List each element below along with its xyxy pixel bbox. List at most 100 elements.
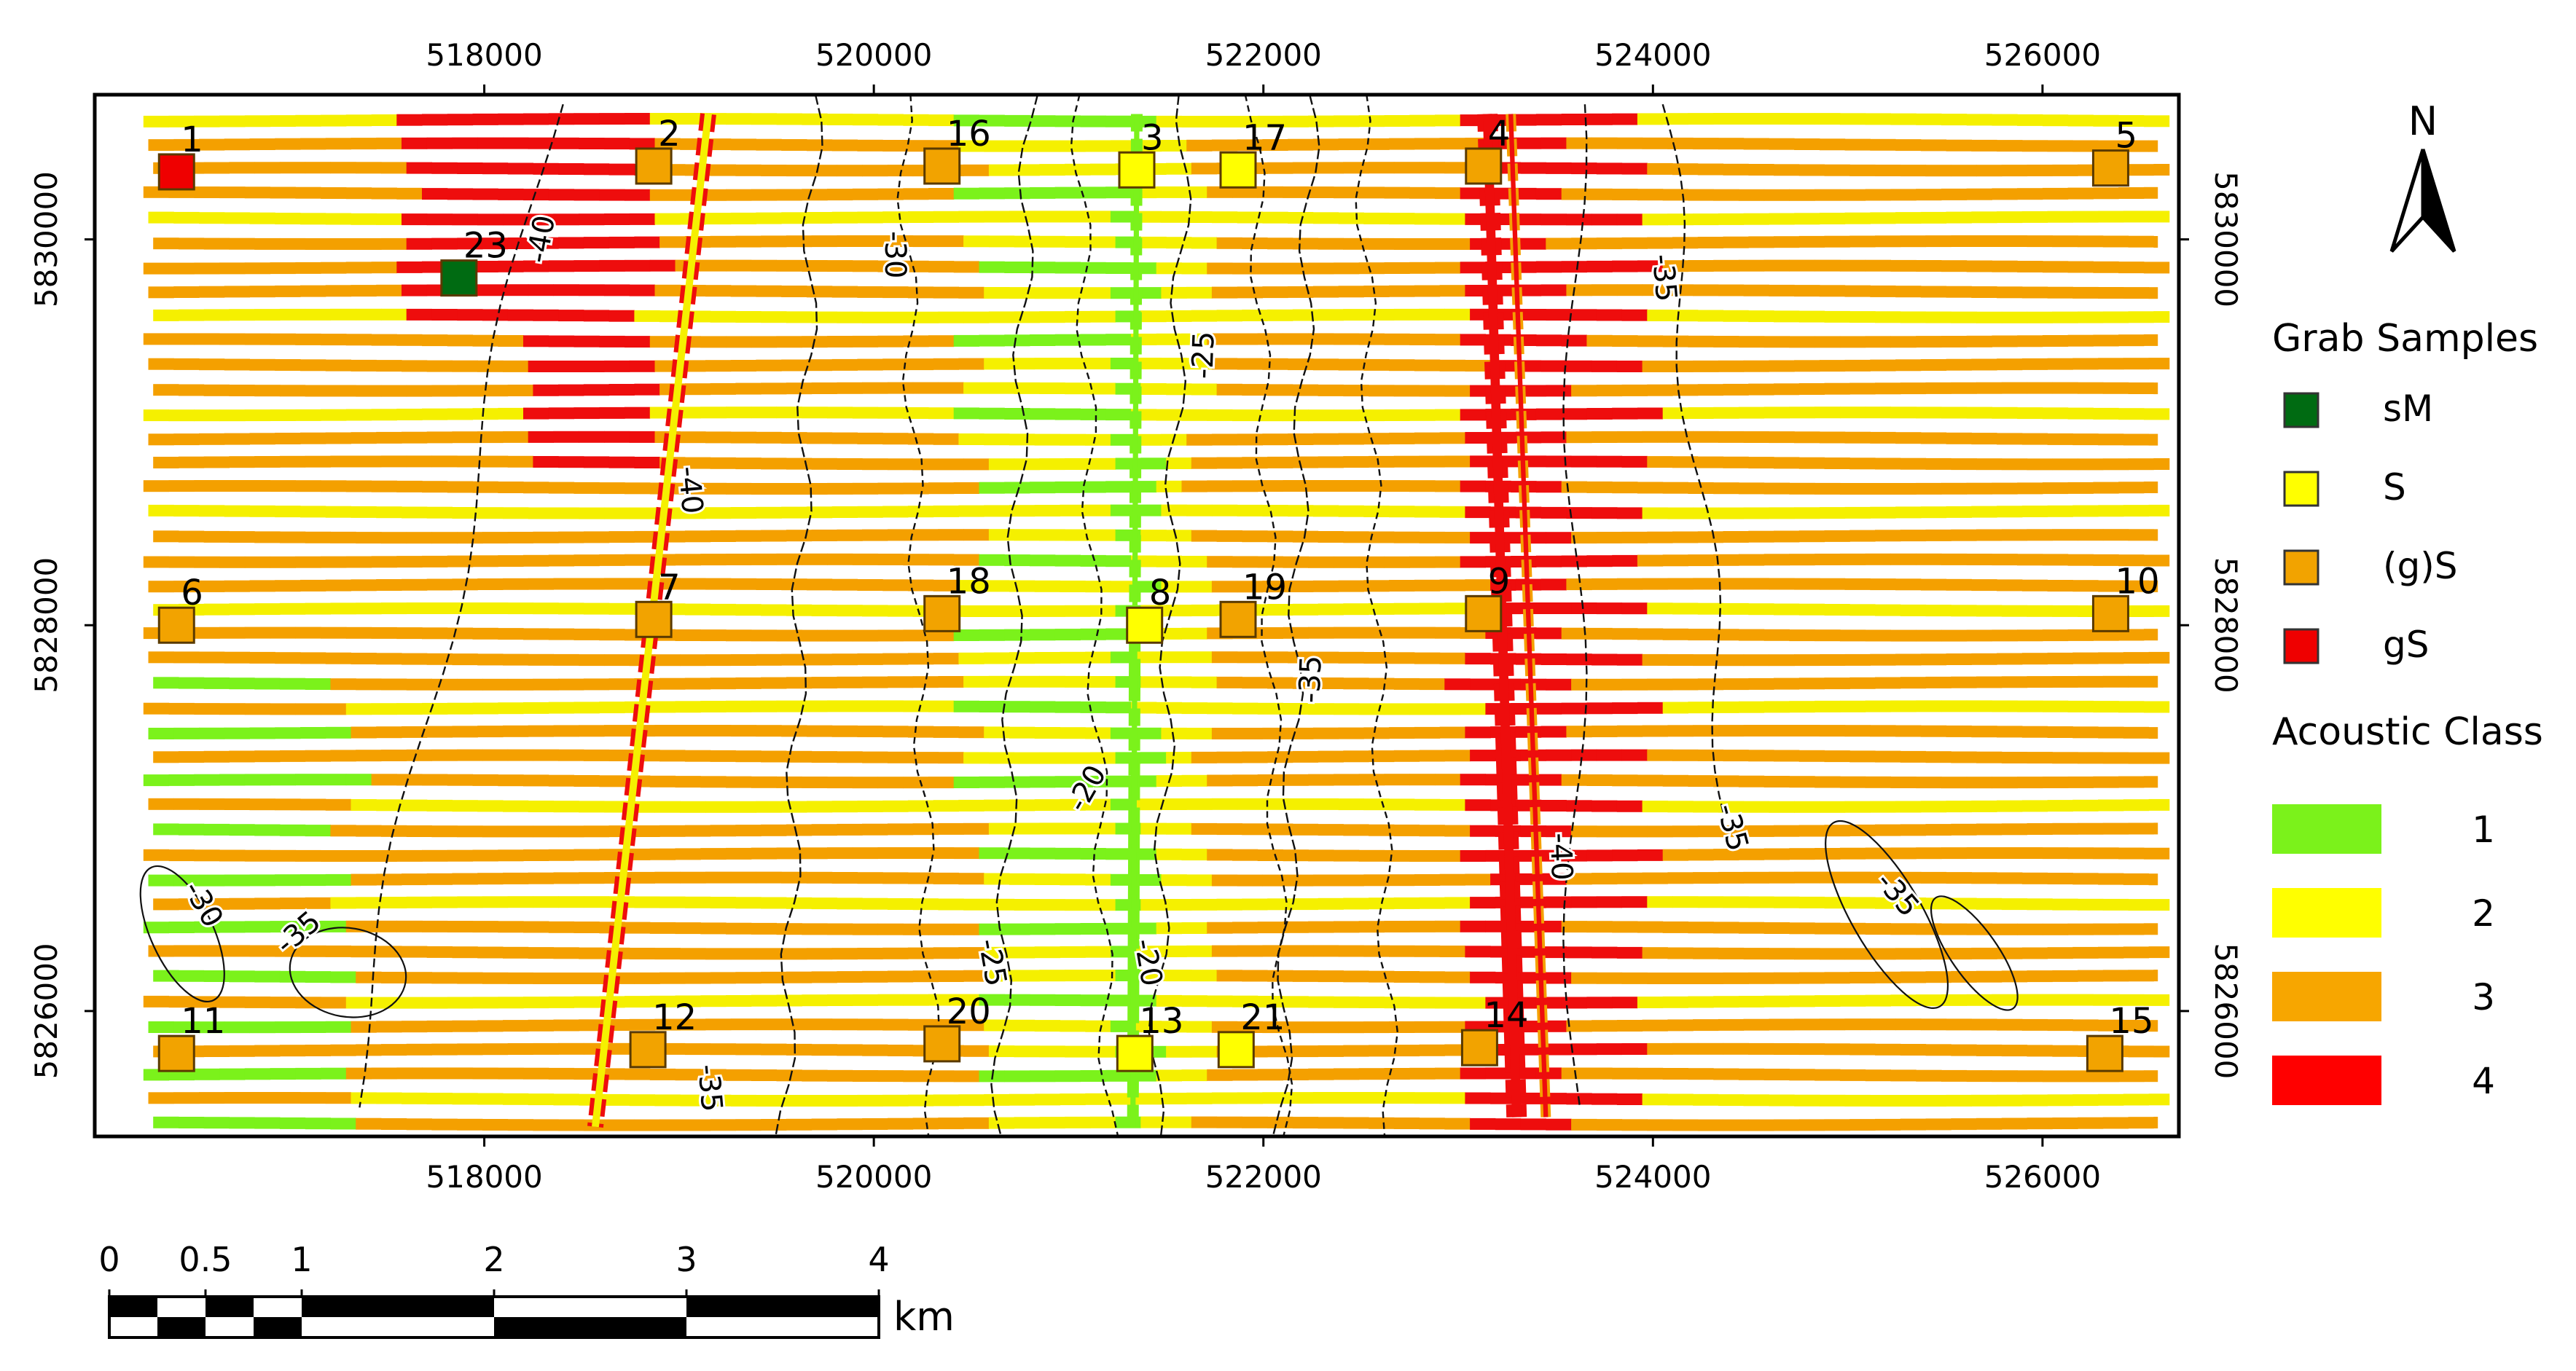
track-segment — [1085, 211, 1111, 223]
track-segment — [1794, 1018, 1820, 1031]
track-segment — [1895, 506, 1922, 519]
track-segment — [1384, 115, 1410, 127]
track-segment — [2042, 994, 2069, 1006]
track-segment — [1718, 360, 1745, 372]
track-segment — [1925, 824, 1951, 836]
track-segment — [979, 407, 1005, 420]
track-segment — [1920, 653, 1947, 666]
track-segment — [548, 335, 575, 347]
track-segment — [1941, 994, 1968, 1006]
track-segment — [1697, 310, 1724, 322]
track-segment — [1384, 703, 1410, 715]
track-segment — [802, 1069, 828, 1082]
track-segment — [1389, 506, 1415, 518]
track-segment — [2017, 114, 2043, 126]
track-segment — [654, 213, 681, 225]
track-segment — [1135, 727, 1162, 739]
track-segment — [776, 923, 802, 935]
track-segment — [1738, 848, 1765, 860]
track-segment — [786, 1043, 813, 1056]
track-segment — [199, 358, 225, 371]
track-segment — [857, 432, 883, 444]
track-segment — [1211, 874, 1238, 887]
track-segment — [371, 850, 397, 862]
track-segment — [1312, 433, 1339, 445]
track-segment — [1571, 1043, 1597, 1056]
track-segment — [1389, 138, 1415, 150]
track-segment — [178, 1117, 205, 1128]
track-segment — [730, 507, 756, 519]
track-segment — [2098, 580, 2124, 592]
track-segment — [953, 482, 979, 494]
track-segment — [558, 825, 584, 838]
track-segment — [279, 1045, 306, 1057]
track-segment — [1343, 1117, 1369, 1129]
track-segment — [1839, 113, 1866, 125]
track-segment — [1409, 334, 1436, 345]
track-segment — [1662, 921, 1688, 933]
track-segment — [1414, 285, 1441, 297]
track-segment — [583, 163, 610, 176]
track-segment — [857, 139, 883, 152]
track-segment — [1384, 921, 1410, 932]
track-segment — [1030, 629, 1056, 641]
track-segment — [1334, 921, 1360, 933]
legend: Grab Samples sMS(g)SgS Acoustic Class 12… — [2272, 317, 2543, 1105]
track-segment — [1814, 113, 1841, 125]
track-segment — [431, 455, 458, 468]
track-segment — [1085, 504, 1111, 516]
track-segment — [457, 309, 483, 321]
track-segment — [1009, 505, 1036, 517]
track-segment — [1181, 556, 1207, 567]
track-segment — [1318, 677, 1344, 689]
track-segment — [599, 702, 625, 714]
track-segment — [1191, 970, 1218, 982]
track-segment — [447, 921, 474, 932]
track-segment — [1920, 1095, 1947, 1107]
track-segment — [1034, 652, 1060, 664]
track-segment — [583, 973, 610, 984]
track-segment — [2021, 947, 2048, 959]
track-segment — [1334, 409, 1360, 422]
track-segment — [1637, 774, 1664, 787]
track-segment — [482, 1043, 509, 1056]
track-segment — [903, 482, 929, 495]
track-segment — [199, 212, 225, 224]
track-segment — [1774, 750, 1800, 762]
track-segment — [2027, 529, 2053, 541]
track-segment — [1621, 309, 1648, 321]
track-segment — [351, 579, 377, 592]
track-segment — [1920, 211, 1947, 224]
track-segment — [1186, 651, 1213, 664]
track-segment — [1460, 997, 1486, 1009]
track-segment — [1105, 334, 1132, 346]
track-segment — [2072, 211, 2099, 223]
track-segment — [1667, 654, 1694, 666]
track-segment — [933, 947, 959, 959]
track-segment — [1384, 997, 1410, 1009]
track-segment — [1561, 261, 1587, 273]
track-segment — [988, 752, 1015, 764]
track-segment — [579, 725, 605, 737]
track-segment — [1257, 186, 1283, 198]
track-segment — [2128, 822, 2154, 835]
track-segment — [903, 777, 929, 789]
track-segment — [2102, 970, 2129, 982]
track-segment — [168, 262, 195, 275]
track-segment — [802, 483, 828, 495]
track-segment — [219, 921, 246, 933]
track-segment — [1925, 235, 1951, 248]
track-segment — [583, 749, 610, 761]
track-segment — [2042, 700, 2069, 712]
track-segment — [1308, 186, 1334, 198]
track-segment — [279, 455, 306, 468]
track-segment — [1916, 923, 1942, 935]
track-segment — [806, 1018, 833, 1031]
track-segment — [933, 1094, 959, 1107]
track-segment — [1343, 1045, 1369, 1057]
track-segment — [1054, 262, 1081, 274]
track-segment — [984, 652, 1010, 664]
track-segment — [705, 578, 732, 590]
track-segment — [776, 1069, 802, 1082]
track-segment — [1870, 1095, 1896, 1107]
